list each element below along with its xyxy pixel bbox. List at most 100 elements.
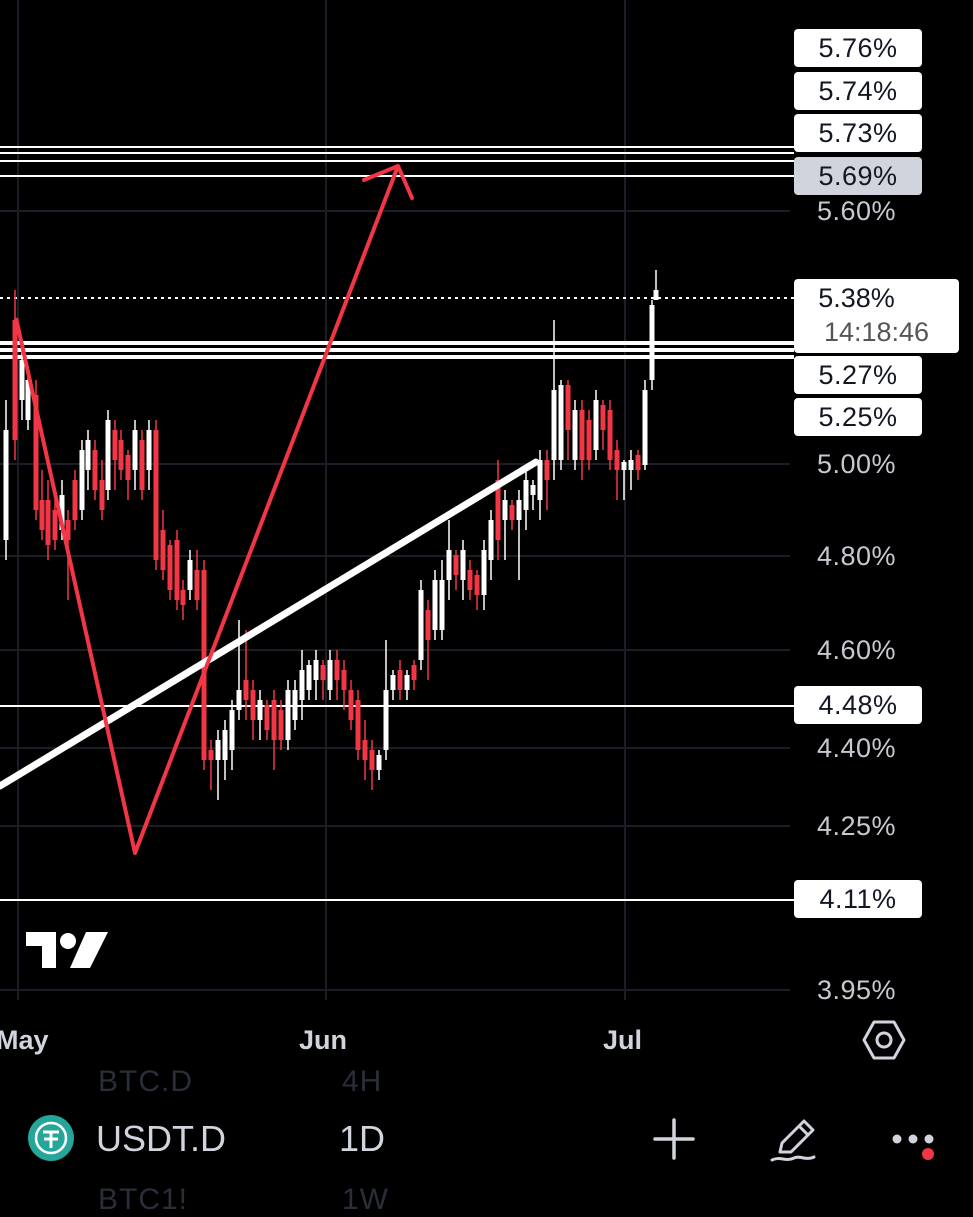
candle-body [376, 755, 382, 770]
candle-body [530, 485, 536, 495]
candle-body [642, 390, 648, 465]
ghost-interval-below: 1W [342, 1183, 389, 1216]
candle-body [146, 430, 152, 470]
last-price-label: 5.38% [818, 283, 895, 313]
candle-body [65, 520, 71, 540]
candle-body [509, 505, 515, 520]
candle-body [653, 290, 659, 300]
tether-icon[interactable] [28, 1115, 74, 1161]
candle-body [285, 690, 291, 740]
price-tag[interactable]: 4.11% [794, 880, 922, 918]
chart-canvas[interactable] [0, 0, 973, 1075]
candle-body [167, 545, 173, 590]
candle-body [649, 305, 655, 380]
candle-body [320, 665, 326, 680]
last-price-tag: 5.38% 14:18:46 [794, 279, 959, 353]
price-tag[interactable]: 5.27% [794, 356, 922, 394]
candle-body [215, 740, 221, 760]
candle-body [341, 670, 347, 690]
candle-body [236, 690, 242, 710]
candle-body [397, 670, 403, 690]
candle-body [607, 410, 613, 460]
candle-body [523, 480, 529, 510]
projection-arrowhead [362, 164, 414, 200]
candle-body [112, 430, 118, 460]
candle-body [418, 590, 424, 660]
price-tag[interactable]: 5.73% [794, 114, 922, 152]
candle-body [502, 500, 508, 520]
bar-countdown: 14:18:46 [823, 317, 930, 347]
chart-settings-icon[interactable] [862, 1018, 906, 1062]
price-tag[interactable]: 5.69% [794, 157, 922, 195]
candle-body [257, 700, 263, 720]
candle-body [474, 575, 480, 595]
candle-body [621, 462, 627, 470]
candle-body [271, 700, 277, 740]
symbol-button[interactable]: USDT.D [96, 1118, 227, 1159]
candle-body [628, 460, 634, 470]
candle-body [174, 540, 180, 600]
price-axis-label: 4.25% [817, 811, 897, 841]
notification-dot [922, 1148, 934, 1160]
candle-body [118, 440, 124, 470]
more-icon[interactable] [886, 1112, 940, 1166]
chart-area[interactable]: 5.60% 5.00% 4.80% 4.60% 4.40% 4.25% 3.95% 5.76… [0, 0, 973, 1075]
price-axis-label: 5.00% [817, 449, 897, 479]
pencil-icon[interactable] [768, 1112, 822, 1166]
candle-body [579, 410, 585, 460]
candle-body [460, 550, 466, 580]
candle-body [79, 450, 85, 510]
candle-body [153, 430, 159, 560]
tradingview-logo-icon [26, 932, 108, 968]
price-tag[interactable]: 5.25% [794, 398, 922, 436]
candle-body [187, 560, 193, 590]
price-tag[interactable]: 4.48% [794, 686, 922, 724]
candle-body [59, 495, 65, 530]
candle-body [19, 360, 25, 400]
candle-body [369, 750, 375, 770]
price-axis-label: 4.80% [817, 541, 897, 571]
candle-body [481, 550, 487, 595]
ghost-symbol-above: BTC.D [98, 1065, 193, 1098]
plus-icon[interactable] [647, 1112, 701, 1166]
candle-body [600, 405, 606, 430]
candle-body [52, 510, 58, 540]
price-axis-label: 4.60% [817, 635, 897, 665]
candle-body [572, 410, 578, 460]
candle-body [635, 455, 641, 470]
candle-body [39, 500, 45, 530]
candle-body [537, 460, 543, 500]
price-tag[interactable]: 5.74% [794, 72, 922, 110]
candle-body [222, 730, 228, 760]
candle-body [299, 670, 305, 700]
projection-path [14, 165, 400, 855]
candle-body [614, 450, 620, 470]
candle-body [565, 385, 571, 430]
horizontal-levels [0, 146, 794, 901]
price-tag[interactable]: 5.76% [794, 29, 922, 67]
candle-body [132, 430, 138, 470]
candle-body [593, 400, 599, 450]
candle-body [390, 675, 396, 690]
price-axis-label: 3.95% [817, 975, 897, 1005]
candle-body [467, 570, 473, 590]
candle-body [92, 450, 98, 490]
ghost-interval-above: 4H [342, 1065, 383, 1098]
candle-body [306, 665, 312, 690]
candle-body [229, 710, 235, 750]
candle-body [105, 420, 111, 490]
candle-body [208, 750, 214, 760]
time-label-jun: Jun [299, 1025, 348, 1055]
candle-body [453, 555, 459, 575]
candle-body [160, 530, 166, 570]
candle-body [495, 480, 501, 540]
interval-button[interactable]: 1D [339, 1118, 386, 1159]
candle-body [586, 420, 592, 460]
ghost-symbol-below: BTC1! [98, 1183, 189, 1216]
candle-body [250, 690, 256, 720]
candle-body [551, 390, 557, 460]
candle-body [180, 590, 186, 605]
candle-body [25, 380, 31, 420]
candle-body [404, 675, 410, 690]
candle-body [85, 440, 91, 470]
